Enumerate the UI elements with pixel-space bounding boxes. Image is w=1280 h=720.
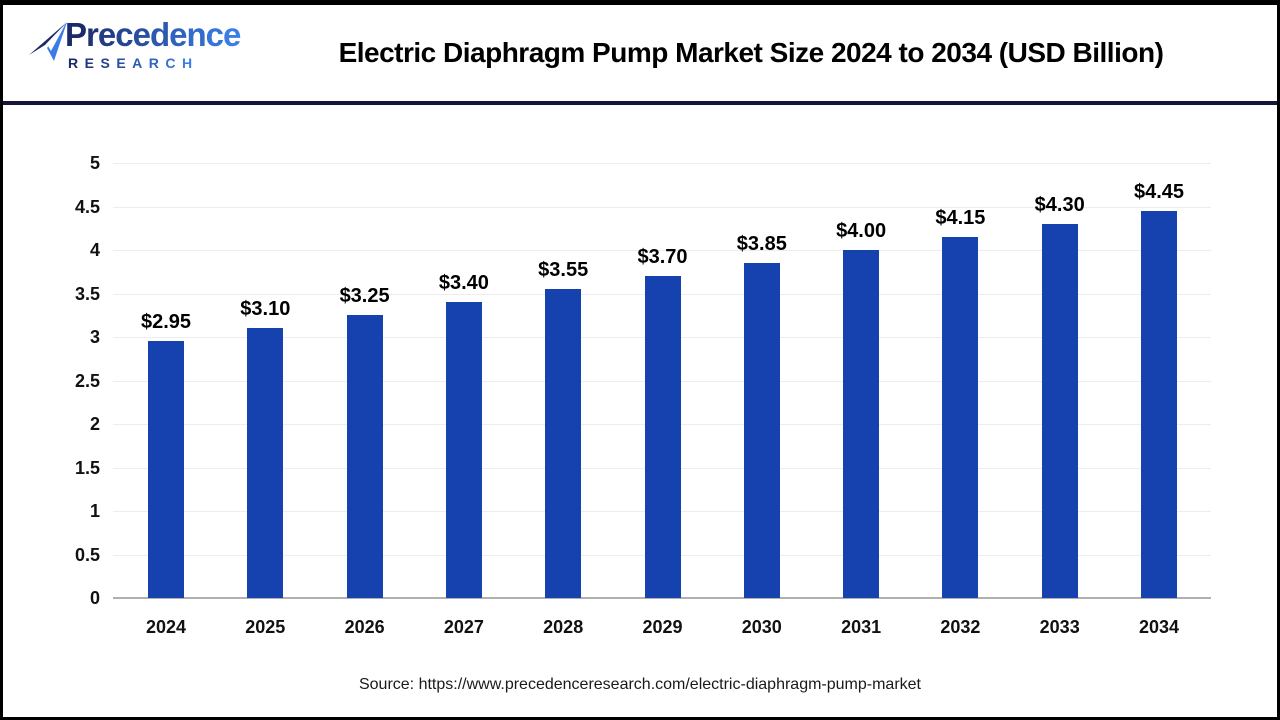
bar-2028 [545, 289, 582, 598]
bar-value-label: $3.40 [438, 272, 489, 295]
bar-2032 [942, 236, 979, 598]
bar-value-label: $2.95 [140, 311, 192, 334]
logo-letter: E [84, 55, 101, 71]
y-tick-label: 3 [89, 327, 100, 347]
source-text: Source: https://www.precedenceresearch.c… [358, 676, 921, 693]
chart-title: Electric Diaphragm Pump Market Size 2024… [338, 37, 1164, 68]
y-tick-label: 2.5 [74, 370, 100, 391]
logo-letter: R [68, 55, 85, 71]
x-tick-label: 2030 [741, 617, 782, 637]
y-tick-label: 5 [89, 153, 100, 173]
logo-letter: e [223, 16, 241, 53]
logo-letter: e [97, 16, 116, 53]
x-tick-label: 2025 [245, 617, 286, 637]
bar-value-label: $4.30 [1034, 193, 1085, 216]
y-tick-label: 4.5 [74, 196, 100, 217]
logo-letter: c [115, 16, 133, 53]
logo-word: Precedence [65, 16, 241, 53]
logo-letter: d [149, 16, 170, 53]
bar-2024 [148, 341, 184, 598]
bar-value-label: $4.00 [836, 220, 887, 242]
logo-letter: e [132, 16, 151, 53]
logo-letter: R [148, 55, 166, 71]
y-gridline [113, 250, 1211, 251]
logo-letter: H [182, 55, 199, 71]
bar-2025 [247, 328, 284, 598]
x-tick-label: 2031 [841, 617, 882, 637]
x-tick-label: 2029 [642, 617, 683, 637]
logo-letter: r [86, 16, 99, 53]
bar-value-label: $3.70 [637, 246, 688, 269]
y-tick-label: 3.5 [74, 283, 100, 304]
bar-2030 [743, 263, 780, 598]
y-tick-label: 0.5 [74, 544, 100, 565]
bar-2033 [1041, 223, 1078, 598]
header: Precedence RESEARCH Electric Diaphragm P… [3, 5, 1277, 101]
logo-letter: e [169, 16, 187, 53]
logo-subword: RESEARCH [68, 54, 240, 72]
bar-value-label: $3.10 [240, 298, 291, 321]
logo-letter: c [205, 16, 224, 53]
x-tick-label: 2027 [443, 617, 484, 637]
logo-letter: S [100, 55, 117, 71]
bar-2029 [644, 276, 681, 598]
bar-2034 [1141, 210, 1177, 598]
y-gridline [113, 206, 1211, 208]
bar-value-label: $3.25 [339, 285, 390, 308]
y-tick-label: 1 [89, 501, 100, 521]
bar-2027 [445, 302, 482, 598]
bar-value-label: $4.15 [935, 206, 986, 229]
y-tick-label: 2 [89, 414, 100, 434]
x-tick-label: 2034 [1138, 617, 1180, 637]
logo-letter: A [132, 55, 149, 71]
x-tick-label: 2024 [145, 617, 187, 637]
bar-value-label: $3.55 [538, 259, 589, 282]
y-tick-label: 0 [89, 588, 100, 608]
logo-letter: n [186, 16, 206, 53]
y-tick-label: 1.5 [74, 457, 100, 478]
bar-2026 [346, 315, 383, 598]
x-tick-label: 2028 [543, 617, 584, 637]
logo-letter: P [65, 16, 87, 53]
header-divider [3, 101, 1277, 105]
logo-text: Precedence RESEARCH [65, 16, 241, 72]
x-axis-line [113, 597, 1211, 599]
bar-2031 [843, 250, 880, 598]
x-tick-label: 2033 [1039, 617, 1080, 637]
bar-value-label: $4.45 [1133, 180, 1185, 203]
logo-letter: C [165, 55, 183, 71]
logo-letter: E [116, 55, 133, 71]
x-tick-label: 2032 [940, 617, 981, 637]
bar-value-label: $3.85 [736, 233, 787, 256]
chart-area: 0 0.5 1 1.5 2 2.5 3 3.5 4 4.5 5 $2.95 2024 $3.10 2025 $… [3, 105, 1277, 717]
x-tick-label: 2026 [344, 617, 385, 637]
precedence-logo: Precedence RESEARCH [27, 16, 241, 72]
plot-area: 0 0.5 1 1.5 2 2.5 3 3.5 4 4.5 5 $2.95 2024 $3.10 2025 $… [3, 105, 1277, 717]
y-gridline [113, 163, 1211, 164]
y-tick-label: 4 [89, 240, 100, 260]
paper-plane-icon [29, 22, 67, 61]
